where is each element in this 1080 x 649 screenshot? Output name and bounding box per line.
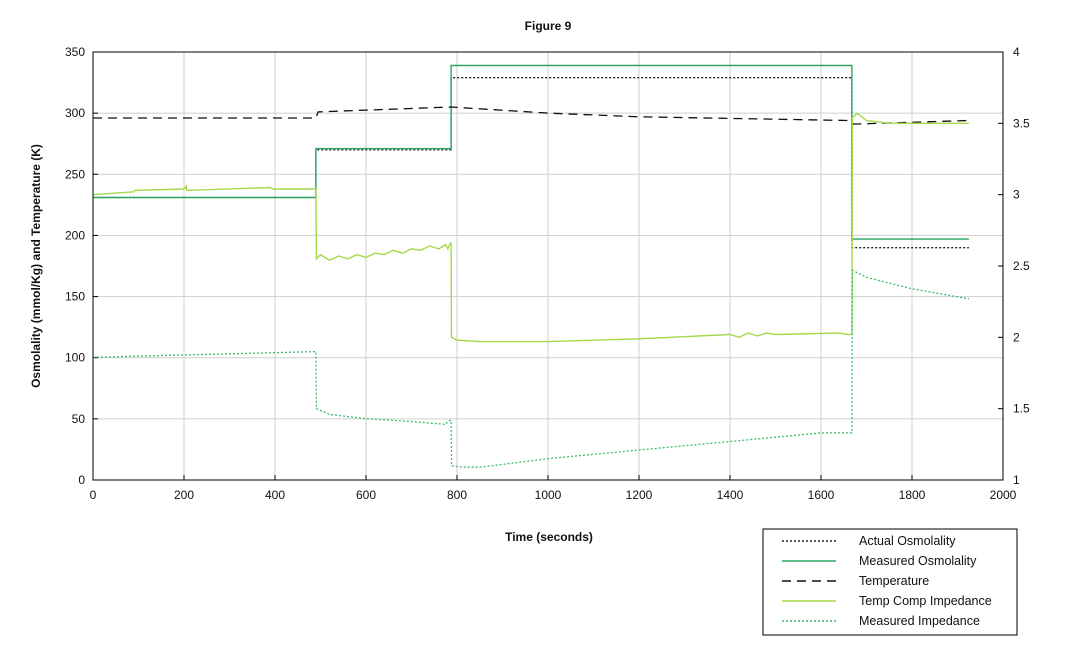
y-tick-label: 150	[65, 290, 85, 304]
y-tick-label: 100	[65, 351, 85, 365]
series-temperature	[93, 106, 969, 125]
y-tick-label: 0	[78, 473, 85, 487]
y-tick-label: 50	[72, 412, 86, 426]
legend-label: Temp Comp Impedance	[859, 594, 992, 608]
y2-tick-label: 1.5	[1013, 402, 1030, 416]
legend: Actual Osmolality Measured Osmolality Temp…	[762, 528, 1018, 636]
x-tick-label: 600	[356, 488, 376, 502]
x-tick-label: 800	[447, 488, 467, 502]
y2-tick-label: 1	[1013, 473, 1020, 487]
series-measured-osmolality	[93, 64, 969, 240]
x-ticks: 0 200 400 600 800 1000 1200 1400 1600 1800 2000	[90, 475, 1017, 502]
legend-label: Measured Osmolality	[859, 554, 977, 568]
y2-tick-label: 3.5	[1013, 116, 1030, 130]
chart-title: Figure 9	[525, 19, 572, 33]
x-tick-label: 0	[90, 488, 97, 502]
y2-tick-label: 2	[1013, 330, 1020, 344]
y-ticks: 0 50 100 150 200 250 300 350	[65, 45, 98, 487]
grid	[93, 52, 1003, 480]
legend-label: Actual Osmolality	[859, 534, 956, 548]
y-tick-label: 300	[65, 106, 85, 120]
y2-tick-label: 3	[1013, 188, 1020, 202]
y2-tick-label: 2.5	[1013, 259, 1030, 273]
y2-tick-label: 4	[1013, 45, 1020, 59]
x-tick-label: 1000	[535, 488, 562, 502]
y-tick-label: 200	[65, 228, 85, 242]
x-tick-label: 200	[174, 488, 194, 502]
series-actual-osmolality	[93, 77, 969, 249]
x-tick-label: 1200	[626, 488, 653, 502]
x-tick-label: 1800	[899, 488, 926, 502]
plot-frame	[92, 51, 1004, 481]
x-tick-label: 1600	[808, 488, 835, 502]
x-tick-label: 2000	[990, 488, 1017, 502]
x-tick-label: 1400	[717, 488, 744, 502]
y2-ticks: 1 1.5 2 2.5 3 3.5 4	[998, 45, 1030, 487]
legend-label: Temperature	[859, 574, 929, 588]
y-tick-label: 250	[65, 167, 85, 181]
series-measured-impedance	[92, 269, 970, 468]
series-lines	[92, 64, 970, 468]
x-axis-label: Time (seconds)	[505, 530, 593, 544]
x-tick-label: 400	[265, 488, 285, 502]
legend-box	[762, 528, 1018, 636]
y-tick-label: 350	[65, 45, 85, 59]
series-temp-comp-impedance	[92, 112, 969, 343]
y-axis-label: Osmolality (mmol/Kg) and Temperature (K)	[29, 144, 43, 388]
legend-label: Measured Impedance	[859, 614, 980, 628]
